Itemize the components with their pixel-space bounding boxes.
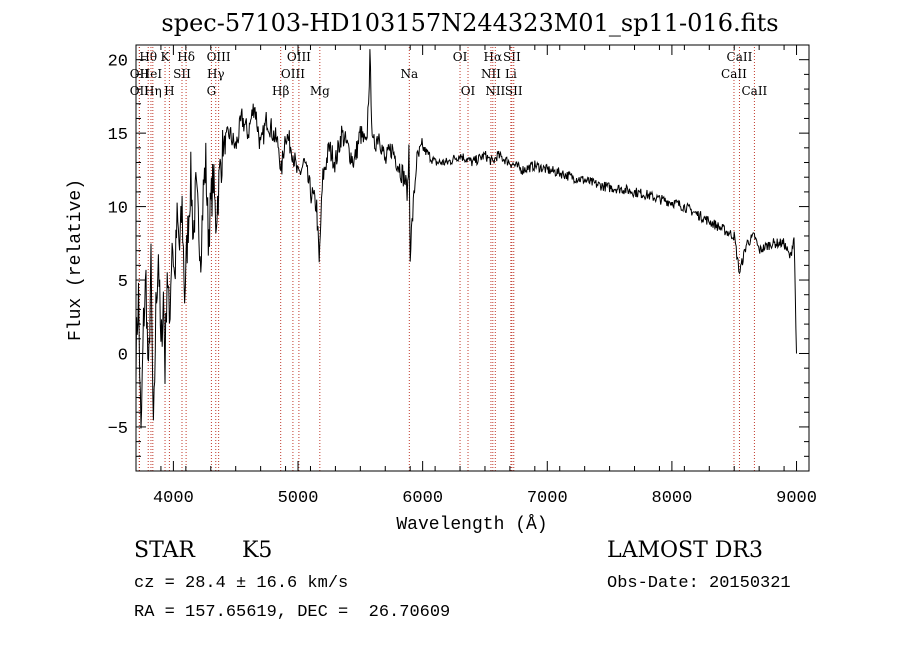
flux-series-line <box>135 49 797 429</box>
line-label-9: OIII <box>207 50 231 64</box>
line-label-24: SII <box>505 84 523 98</box>
x-tick-label-4: 8000 <box>652 489 693 508</box>
y-tick-label-2: 5 <box>118 273 128 292</box>
line-label-14: OIII <box>281 67 305 81</box>
line-label-11: G <box>207 84 217 98</box>
line-label-3: HeI <box>140 67 163 81</box>
line-label-26: CaII <box>721 67 747 81</box>
line-label-21: NII <box>481 67 501 81</box>
line-label-7: H <box>164 84 174 98</box>
y-tick-label-3: 10 <box>108 200 128 219</box>
spectrum-chart: spec-57103-HD103157N244323M01_sp11-016.f… <box>66 9 817 535</box>
x-axis-label: Wavelength (Å) <box>396 514 547 535</box>
x-tick-label-5: 9000 <box>776 489 817 508</box>
line-label-4: Hη <box>144 84 162 98</box>
x-tick-label-3: 7000 <box>527 489 568 508</box>
line-label-12: Hβ <box>272 84 289 98</box>
line-label-22: Li <box>505 67 517 81</box>
line-label-27: CaII <box>741 84 767 98</box>
line-label-16: Na <box>400 67 418 81</box>
chart-title: spec-57103-HD103157N244323M01_sp11-016.f… <box>161 9 778 37</box>
line-label-18: OI <box>461 84 476 98</box>
y-tick-label-4: 15 <box>108 126 128 145</box>
redshift-text: cz = 28.4 ± 16.6 km/s <box>134 574 349 593</box>
line-label-23: NII <box>485 84 505 98</box>
y-axis-label: Flux (relative) <box>66 179 86 341</box>
y-tick-label-1: 0 <box>118 346 128 365</box>
object-subclass: K5 <box>242 538 273 563</box>
x-tick-label-2: 6000 <box>402 489 443 508</box>
coordinates-text: RA = 157.65619, DEC = 26.70609 <box>134 603 451 622</box>
line-label-20: SII <box>503 50 521 64</box>
line-label-15: Mg <box>310 84 330 98</box>
line-label-0: Hθ <box>139 50 157 64</box>
y-tick-label-5: 20 <box>108 53 128 72</box>
x-tick-label-1: 5000 <box>278 489 319 508</box>
line-label-10: Hγ <box>207 67 225 81</box>
x-tick-label-0: 4000 <box>153 489 194 508</box>
obs-date-text: Obs-Date: 20150321 <box>607 574 791 593</box>
object-class: STAR <box>134 538 195 563</box>
plot-frame <box>135 44 810 472</box>
y-tick-label-0: −5 <box>108 420 128 439</box>
line-label-8: Hδ <box>177 50 195 64</box>
axis-ticks: 4000 5000 6000 7000 8000 9000 −5 0 5 10 15 20 <box>108 44 817 508</box>
line-label-6: SII <box>173 67 191 81</box>
line-label-19: Hα <box>484 50 503 64</box>
survey-name: LAMOST DR3 <box>607 538 763 563</box>
line-label-17: OI <box>453 50 468 64</box>
line-label-5: K <box>161 50 171 64</box>
line-label-2: OII <box>130 84 150 98</box>
line-label-13: OIII <box>287 50 311 64</box>
line-label-25: CaII <box>727 50 753 64</box>
